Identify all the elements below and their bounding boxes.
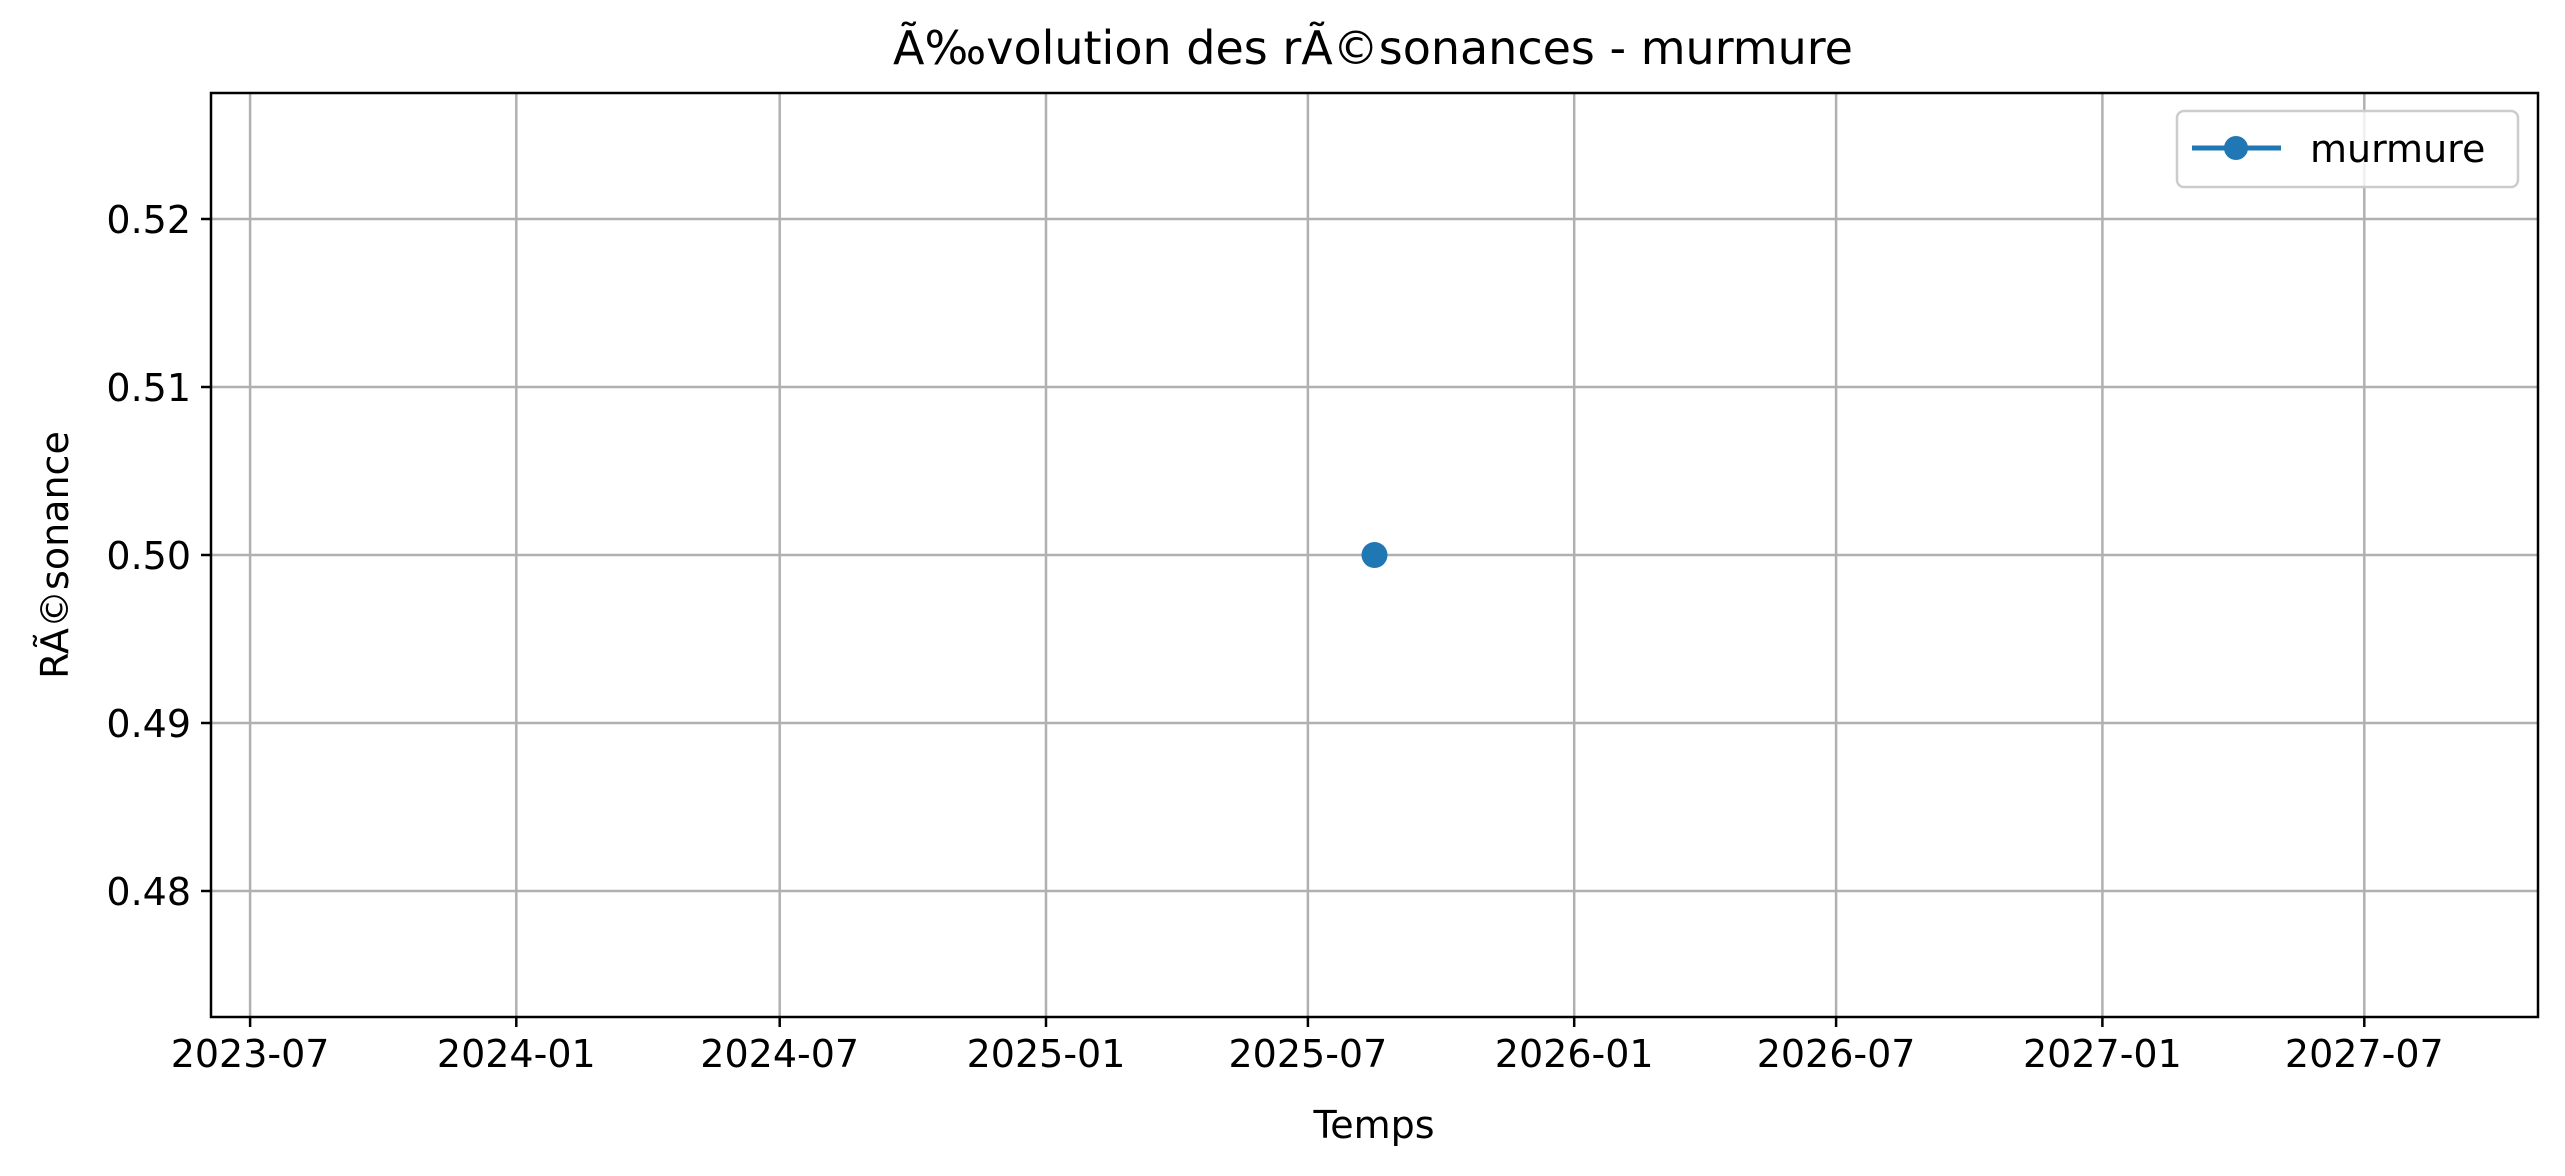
x-tick-label: 2024-07 <box>700 1032 859 1076</box>
x-tick-label: 2026-07 <box>1757 1032 1916 1076</box>
legend-series-label: murmure <box>2310 127 2485 171</box>
y-tick-label: 0.50 <box>106 534 191 578</box>
x-tick-label: 2025-01 <box>967 1032 1126 1076</box>
x-axis-label: Temps <box>1312 1103 1434 1147</box>
y-tick-label: 0.49 <box>106 702 191 746</box>
x-tick-label: 2026-01 <box>1495 1032 1654 1076</box>
x-tick-label: 2027-07 <box>2285 1032 2444 1076</box>
x-tick-label: 2027-01 <box>2023 1032 2182 1076</box>
series-layer <box>1361 542 1388 568</box>
x-tick-label: 2024-01 <box>437 1032 596 1076</box>
data-point <box>1361 542 1388 568</box>
chart-title: Ã‰volution des rÃ©sonances - murmure <box>893 21 1853 75</box>
legend: murmure <box>2175 109 2520 189</box>
y-tick-label: 0.51 <box>106 366 191 410</box>
y-tick-label: 0.52 <box>106 198 191 242</box>
x-tick-label: 2023-07 <box>171 1032 330 1076</box>
axis-ticks: 2023-07 2024-01 2024-07 2025-01 2025-07 2026-… <box>106 198 2443 1076</box>
plot-area-frame <box>209 91 2540 1019</box>
x-tick-label: 2025-07 <box>1229 1032 1388 1076</box>
y-axis-label: RÃ©sonance <box>33 431 77 679</box>
y-tick-label: 0.48 <box>106 870 191 914</box>
legend-marker-swatch <box>2224 136 2248 160</box>
legend-box <box>2175 109 2520 189</box>
grid-lines <box>211 93 2538 1017</box>
